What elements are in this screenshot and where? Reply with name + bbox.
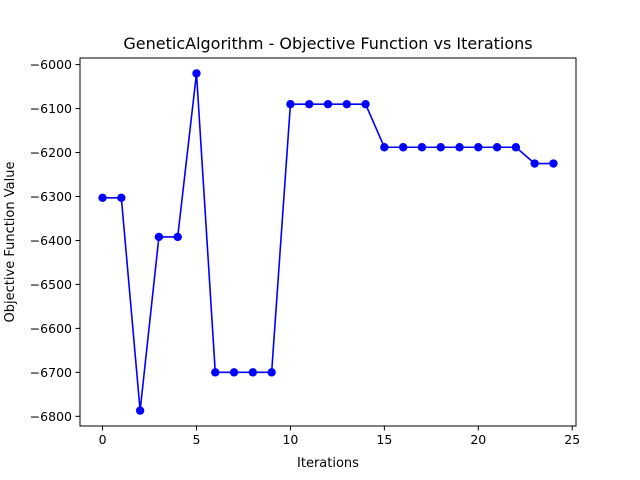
y-tick-label: −6200 — [30, 145, 72, 160]
data-point — [211, 368, 220, 377]
data-point — [398, 143, 408, 152]
x-tick-label: 15 — [376, 432, 392, 447]
x-tick-label: 10 — [282, 432, 298, 447]
data-point — [492, 143, 502, 152]
data-point — [417, 143, 427, 152]
data-point — [192, 69, 201, 78]
y-tick-label: −6500 — [30, 277, 72, 292]
data-point — [323, 99, 333, 109]
y-tick-label: −6300 — [30, 189, 72, 204]
data-point — [173, 232, 182, 242]
x-tick-label: 20 — [470, 432, 486, 447]
data-point — [474, 143, 483, 152]
y-tick-label: −6100 — [30, 101, 72, 116]
data-point — [305, 99, 314, 109]
data-point — [286, 99, 295, 109]
data-point — [229, 368, 239, 377]
data-point — [549, 159, 558, 168]
chart-title: GeneticAlgorithm - Objective Function vs… — [123, 34, 532, 53]
x-tick-label: 25 — [564, 432, 580, 447]
y-tick-label: −6400 — [30, 233, 72, 248]
data-point — [154, 232, 164, 242]
data-point — [361, 99, 370, 109]
data-point — [248, 368, 258, 377]
data-point — [98, 193, 107, 203]
x-tick-label: 5 — [193, 432, 201, 447]
x-axis-label: Iterations — [297, 456, 359, 471]
data-point — [455, 143, 464, 152]
plot-area: 0 5 10 15 20 25 −6800 −6700 −6600 −6500 −6400 −6300… — [30, 57, 580, 447]
data-point — [117, 193, 126, 203]
plot-frame — [79, 57, 577, 427]
data-point — [436, 143, 445, 152]
y-tick-label: −6600 — [30, 321, 72, 336]
data-point — [530, 159, 539, 168]
data-point — [342, 99, 351, 109]
data-point — [511, 143, 521, 152]
x-tick-label: 0 — [99, 432, 107, 447]
y-tick-label: −6000 — [30, 57, 72, 72]
data-point — [380, 143, 389, 152]
y-axis-label: Objective Function Value — [3, 162, 18, 323]
y-tick-label: −6800 — [30, 409, 72, 424]
data-point — [267, 368, 276, 377]
data-point — [135, 406, 145, 415]
y-tick-label: −6700 — [30, 365, 72, 380]
